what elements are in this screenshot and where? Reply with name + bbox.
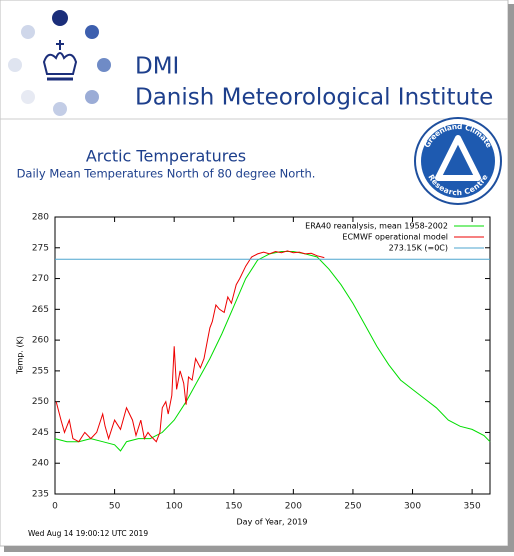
- page-frame: [0, 0, 509, 547]
- y-tick-label: 255: [32, 366, 49, 376]
- x-tick-label: 250: [344, 502, 361, 512]
- shadow: [508, 4, 514, 552]
- gcrc-logo: Greenland Climate Research Centre: [414, 117, 502, 205]
- x-tick-label: 100: [166, 502, 183, 512]
- x-axis-label: Day of Year, 2019: [237, 518, 308, 527]
- chart-title: Arctic Temperatures: [86, 147, 246, 166]
- y-axis-label: Temp. (K): [16, 336, 25, 375]
- header-acronym: DMI: [135, 54, 179, 80]
- footer-timestamp: Wed Aug 14 19:00:12 UTC 2019: [28, 529, 148, 538]
- x-tick-label: 150: [225, 502, 242, 512]
- x-tick-label: 350: [464, 502, 481, 512]
- y-tick-label: 245: [32, 428, 49, 438]
- header-name: Danish Meteorological Institute: [135, 85, 493, 111]
- legend-label: ECMWF operational model: [342, 233, 448, 242]
- x-tick-label: 50: [109, 502, 121, 512]
- x-tick-label: 0: [52, 502, 58, 512]
- y-tick-label: 250: [32, 397, 49, 407]
- y-tick-label: 265: [32, 305, 49, 315]
- y-tick-label: 235: [32, 490, 49, 500]
- series-line: [55, 250, 325, 443]
- x-tick-label: 300: [404, 502, 421, 512]
- y-tick-label: 280: [32, 213, 49, 223]
- legend-label: 273.15K (=0C): [389, 244, 448, 253]
- plot-frame: [54, 216, 491, 495]
- dmi-logo: [8, 10, 111, 116]
- y-tick-label: 270: [32, 274, 49, 284]
- legend-label: ERA40 reanalysis, mean 1958-2002: [305, 222, 448, 231]
- y-tick-label: 240: [32, 459, 49, 469]
- chart-subtitle: Daily Mean Temperatures North of 80 degr…: [17, 167, 316, 181]
- y-tick-label: 260: [32, 336, 49, 346]
- shadow: [4, 546, 514, 552]
- x-tick-label: 200: [285, 502, 302, 512]
- y-tick-label: 275: [32, 243, 49, 253]
